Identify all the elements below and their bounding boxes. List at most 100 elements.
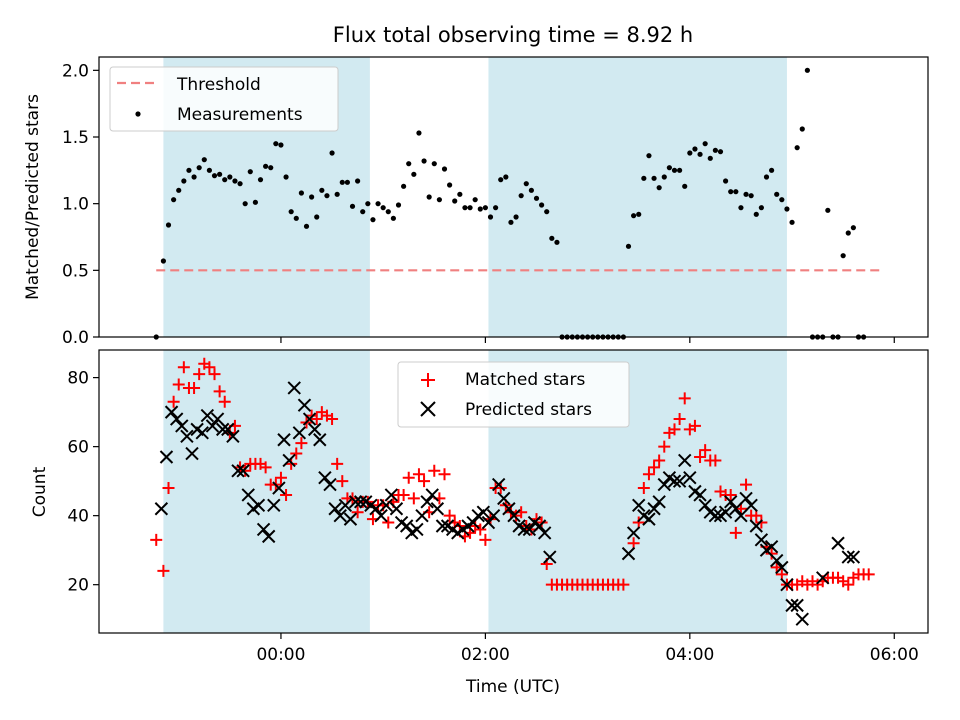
top-x-ticks — [280, 337, 895, 343]
predicted-star-marker — [323, 477, 337, 492]
measurement-point — [298, 190, 304, 196]
measurement-point — [733, 189, 739, 195]
bottom-panel: 20 40 60 80 00:00 02:00 04:00 06:00 Count Time… — [30, 349, 929, 697]
measurement-point — [365, 201, 371, 207]
predicted-star-marker — [502, 502, 516, 516]
measurement-point — [222, 177, 228, 183]
matched-star-marker — [218, 395, 231, 408]
predicted-star-marker — [667, 474, 682, 488]
measurement-point — [457, 191, 463, 197]
matched-star-marker — [642, 468, 655, 481]
measurement-point — [482, 205, 488, 211]
matched-star-marker — [280, 488, 293, 501]
matched-star-marker — [172, 378, 185, 391]
measurement-point — [687, 150, 693, 156]
measurement-point — [840, 253, 846, 259]
predicted-star-marker — [831, 536, 845, 550]
matched-stars-legend-swatch — [421, 373, 435, 387]
matched-star-marker — [412, 468, 425, 481]
bottom-legend: Matched stars Predicted stars — [397, 361, 630, 428]
predicted-star-marker — [287, 381, 301, 395]
measurement-point — [263, 163, 269, 169]
predicted-star-marker — [379, 498, 393, 513]
measurement-point — [411, 171, 417, 177]
predicted-star-marker — [642, 512, 656, 526]
measurement-point — [355, 178, 361, 184]
measurement-point — [339, 179, 345, 185]
predicted-star-marker — [780, 577, 794, 592]
predicted-star-marker — [215, 422, 230, 437]
predicted-star-marker — [333, 508, 347, 523]
measurement-point — [431, 161, 437, 167]
measurement-point — [257, 177, 264, 183]
measurement-point — [268, 165, 274, 171]
predicted-star-marker — [410, 522, 424, 537]
measurement-point — [528, 187, 534, 193]
predicted-star-marker — [175, 419, 189, 433]
matched-star-marker — [203, 361, 216, 374]
measurement-point — [390, 215, 396, 221]
predicted-star-marker — [210, 412, 225, 426]
predicted-star-marker — [353, 495, 368, 509]
predicted-star-marker — [543, 550, 557, 564]
matched-star-marker — [729, 526, 742, 539]
predicted-star-marker — [226, 429, 240, 443]
matched-star-marker — [428, 464, 441, 477]
predicted-star-marker — [369, 502, 383, 516]
predicted-star-marker — [374, 508, 388, 523]
predicted-star-marker — [195, 426, 209, 440]
y-tick-label: 0.5 — [62, 261, 89, 281]
measurement-point — [503, 174, 509, 180]
matched-star-marker — [658, 440, 671, 453]
measurement-point — [799, 126, 805, 132]
predicted-star-marker — [180, 429, 194, 443]
measurement-point — [401, 183, 407, 189]
matched-star-marker — [617, 578, 630, 591]
predicted-star-marker — [718, 505, 733, 519]
matched-star-marker — [193, 368, 206, 381]
predicted-star-marker — [282, 453, 296, 468]
predicted-star-marker — [507, 508, 521, 523]
matched-star-marker — [688, 419, 701, 432]
y-tick-label: 1.0 — [62, 195, 89, 215]
measurement-point — [850, 225, 856, 231]
measurement-point — [395, 202, 402, 208]
predicted-star-marker — [430, 502, 445, 516]
matched-star-marker — [755, 516, 768, 529]
predicted-star-marker — [348, 495, 363, 509]
measurement-point — [349, 203, 356, 209]
measurement-point — [472, 197, 478, 203]
predicted-star-marker — [632, 498, 646, 513]
matched-star-marker — [443, 509, 456, 522]
matched-star-marker — [694, 450, 707, 463]
x-tick-label: 04:00 — [665, 645, 714, 665]
predicted-star-marker — [486, 508, 501, 523]
measurement-point — [385, 209, 391, 215]
predicted-star-marker — [169, 412, 184, 426]
measurement-point — [825, 207, 831, 213]
predicted-star-marker — [693, 488, 707, 502]
predicted-star-marker — [775, 560, 789, 575]
measurement-point — [211, 173, 218, 179]
measurement-point — [165, 222, 172, 228]
bottom-y-ticks: 20 40 60 80 — [67, 369, 99, 596]
predicted-star-marker — [466, 515, 480, 530]
predicted-star-marker — [652, 495, 666, 509]
matched-star-marker — [653, 454, 666, 467]
measurement-point — [544, 209, 550, 215]
measurements-legend-label: Measurements — [177, 105, 303, 125]
predicted-star-marker — [476, 505, 491, 519]
predicted-star-marker — [497, 491, 511, 506]
matched-star-marker — [274, 471, 287, 484]
top-y-axis-label: Matched/Predicted stars — [23, 94, 43, 300]
measurement-point — [196, 165, 202, 171]
measurement-point — [636, 211, 642, 217]
matched-star-marker — [765, 547, 778, 560]
matched-star-marker — [157, 564, 170, 577]
matched-star-marker — [326, 413, 339, 426]
top-axes-frame — [98, 56, 929, 338]
predicted-star-marker — [435, 519, 450, 533]
predicted-star-marker — [221, 422, 235, 437]
measurement-point — [539, 202, 545, 208]
